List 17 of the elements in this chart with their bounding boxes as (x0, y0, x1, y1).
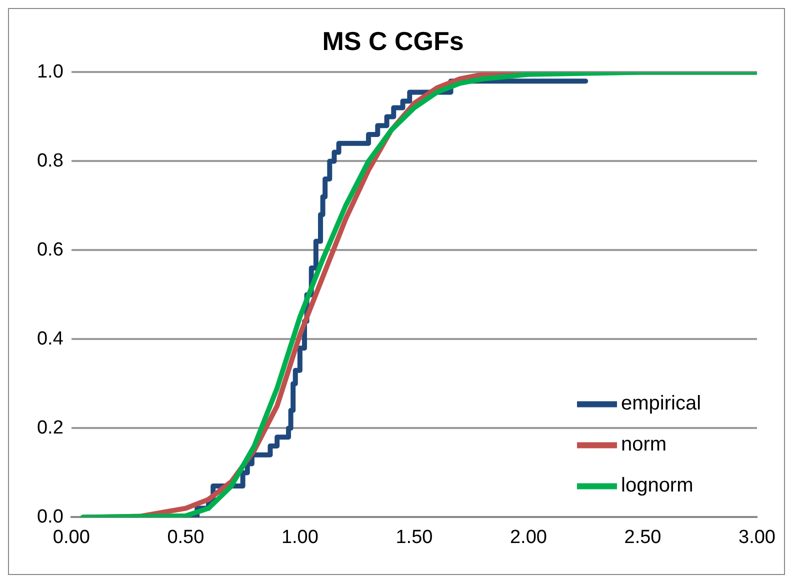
x-tick-label: 1.00 (281, 526, 318, 548)
legend-label: norm (621, 434, 667, 456)
legend-label: lognorm (621, 474, 694, 497)
y-tick-label: 0.6 (36, 239, 64, 260)
y-tick-label: 1.0 (36, 61, 64, 82)
x-tick-label: 0.50 (167, 526, 204, 548)
x-tick-label: 2.00 (510, 526, 547, 548)
x-tick-label: 1.50 (396, 526, 433, 548)
y-tick-label: 0.8 (36, 150, 64, 172)
y-tick-label: 0.0 (36, 506, 64, 528)
x-tick-label: 3.00 (738, 526, 776, 548)
x-tick-label: 2.50 (624, 526, 662, 548)
legend-label: empirical (621, 392, 702, 415)
y-tick-label: 0.4 (36, 328, 64, 350)
x-tick-label: 0.00 (52, 526, 90, 548)
chart-title: MS C CGFs (322, 26, 464, 56)
y-tick-label: 0.2 (36, 417, 64, 438)
